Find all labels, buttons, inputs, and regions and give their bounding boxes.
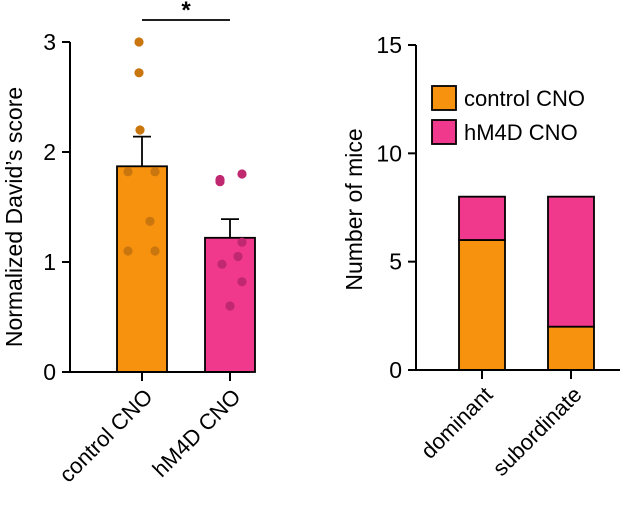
y-axis-label: Number of mice — [341, 128, 367, 290]
data-point — [123, 246, 133, 256]
stacked-bar-subordinate-1 — [547, 325, 595, 371]
bar-1 — [116, 165, 168, 373]
data-point — [237, 237, 247, 247]
legend-label: control CNO — [464, 86, 585, 111]
stacked-bar-subordinate-2 — [547, 195, 595, 328]
y-tick-label: 0 — [43, 359, 56, 385]
data-point — [217, 259, 227, 269]
y-tick-label: 0 — [389, 357, 402, 383]
x-tick-label: control CNO — [54, 384, 157, 487]
stacked-bar-dominant-2 — [458, 195, 506, 241]
significance-marker: * — [181, 0, 191, 24]
y-tick-label: 5 — [389, 249, 402, 275]
x-tick-label: dominant — [416, 382, 498, 464]
data-point — [134, 37, 144, 47]
legend-label: hM4D CNO — [464, 120, 578, 145]
y-tick-label: 15 — [376, 32, 402, 58]
legend-swatch — [431, 119, 457, 145]
data-point — [150, 246, 160, 256]
data-point — [237, 169, 247, 179]
data-point — [145, 216, 155, 226]
data-point — [233, 251, 243, 262]
data-point — [225, 301, 235, 311]
legend-swatch — [431, 85, 457, 111]
data-point — [150, 167, 160, 177]
stacked-bar-dominant-1 — [458, 239, 506, 371]
x-tick-label: subordinate — [488, 382, 587, 481]
y-tick-label: 3 — [43, 29, 56, 55]
y-axis-label: Normalized David’s score — [1, 87, 27, 347]
y-tick-label: 10 — [376, 140, 402, 166]
data-point — [237, 277, 247, 287]
x-tick-label: hM4D CNO — [147, 384, 245, 482]
data-point — [135, 125, 145, 135]
data-point — [123, 167, 133, 177]
y-tick-label: 2 — [43, 139, 56, 165]
data-point — [215, 177, 225, 187]
y-tick-label: 1 — [43, 249, 56, 275]
data-point — [134, 68, 144, 78]
